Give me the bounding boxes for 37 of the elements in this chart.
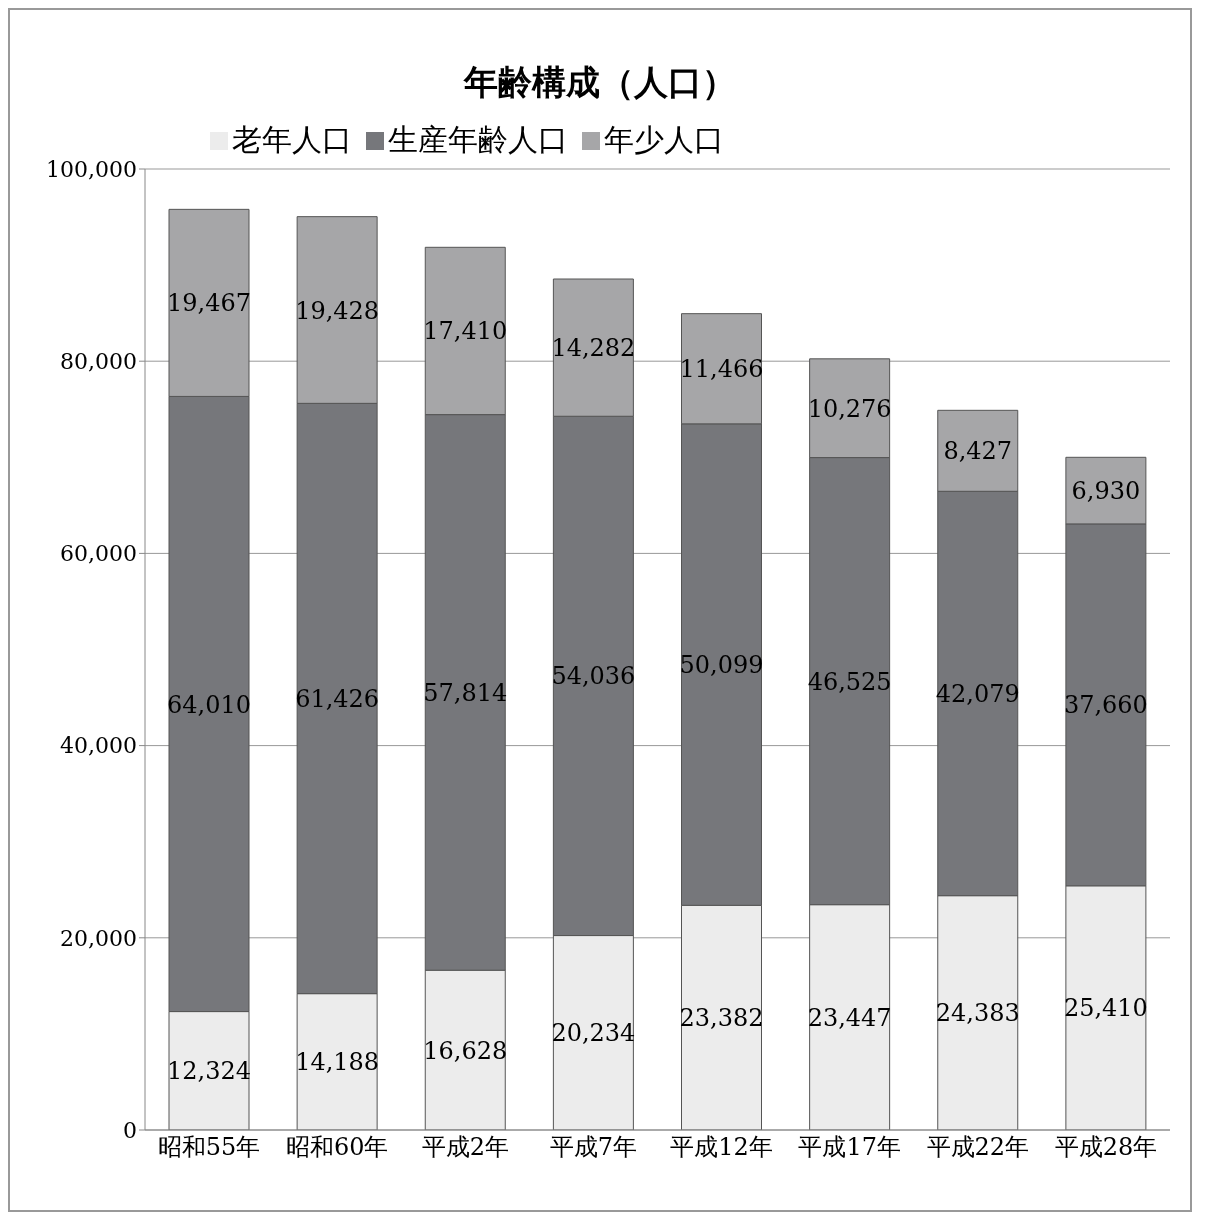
chart-title: 年齢構成（人口） (462, 61, 737, 104)
x-tick-label: 平成28年 (1054, 1133, 1158, 1162)
data-label: 8,427 (943, 437, 1013, 466)
x-tick-label: 平成22年 (926, 1133, 1030, 1162)
data-label: 19,428 (295, 296, 380, 325)
y-tick-label: 40,000 (60, 733, 137, 759)
legend-label: 老年人口 (232, 121, 352, 159)
data-label: 54,036 (551, 662, 636, 691)
legend-label: 生産年齢人口 (388, 121, 568, 159)
data-label: 50,099 (679, 651, 764, 680)
data-label: 16,628 (423, 1036, 508, 1065)
y-tick-label: 80,000 (60, 349, 137, 375)
x-tick-label: 昭和55年 (157, 1133, 261, 1162)
x-tick-label: 平成2年 (421, 1133, 509, 1162)
data-label: 17,410 (423, 317, 508, 346)
data-label: 14,188 (295, 1048, 380, 1077)
data-label: 11,466 (679, 355, 764, 384)
data-label: 61,426 (295, 685, 380, 714)
x-tick-label: 平成12年 (670, 1133, 773, 1162)
legend-label: 年少人口 (604, 121, 724, 159)
y-tick-label: 20,000 (60, 925, 137, 951)
data-label: 6,930 (1071, 477, 1141, 506)
data-label: 10,276 (807, 394, 892, 423)
y-tick-label: 0 (123, 1117, 137, 1143)
data-label: 37,660 (1063, 691, 1148, 720)
x-tick-label: 平成7年 (549, 1133, 638, 1162)
data-label: 57,814 (423, 678, 508, 707)
data-label: 14,282 (551, 334, 636, 363)
data-label: 19,467 (167, 289, 251, 318)
x-tick-label: 昭和60年 (285, 1133, 389, 1162)
data-label: 64,010 (167, 690, 251, 719)
data-label: 24,383 (935, 999, 1020, 1028)
data-label: 25,410 (1063, 994, 1148, 1023)
y-tick-label: 100,000 (46, 156, 137, 182)
x-tick-label: 平成17年 (798, 1133, 901, 1162)
y-tick-label: 60,000 (60, 541, 137, 567)
data-label: 12,324 (167, 1057, 251, 1086)
